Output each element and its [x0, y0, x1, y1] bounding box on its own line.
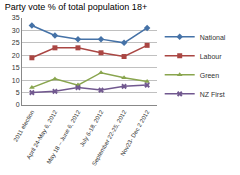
svg-text:5: 5	[16, 89, 20, 96]
svg-text:25: 25	[12, 39, 20, 46]
svg-text:July 6-18, 2012: July 6-18, 2012	[79, 109, 105, 148]
svg-text:Party vote % of total populati: Party vote % of total population 18+	[5, 2, 147, 12]
svg-text:0: 0	[16, 101, 20, 108]
svg-text:May 18 – June 6, 2012: May 18 – June 6, 2012	[46, 109, 82, 165]
svg-text:Nov23- Dec 2 2012: Nov23- Dec 2 2012	[120, 109, 151, 157]
svg-text:20: 20	[12, 52, 20, 59]
svg-text:15: 15	[12, 64, 20, 71]
svg-text:30: 30	[12, 27, 20, 34]
svg-text:35: 35	[12, 14, 20, 21]
svg-text:2011 election: 2011 election	[13, 109, 36, 143]
svg-text:Green: Green	[200, 72, 220, 79]
svg-text:April 24-May 6, 2012: April 24-May 6, 2012	[26, 109, 59, 161]
svg-text:September 22-25, 2012: September 22-25, 2012	[91, 109, 128, 167]
svg-text:Labour: Labour	[200, 53, 222, 60]
svg-text:National: National	[200, 34, 226, 41]
svg-text:NZ First: NZ First	[200, 91, 225, 98]
svg-text:10: 10	[12, 77, 20, 84]
